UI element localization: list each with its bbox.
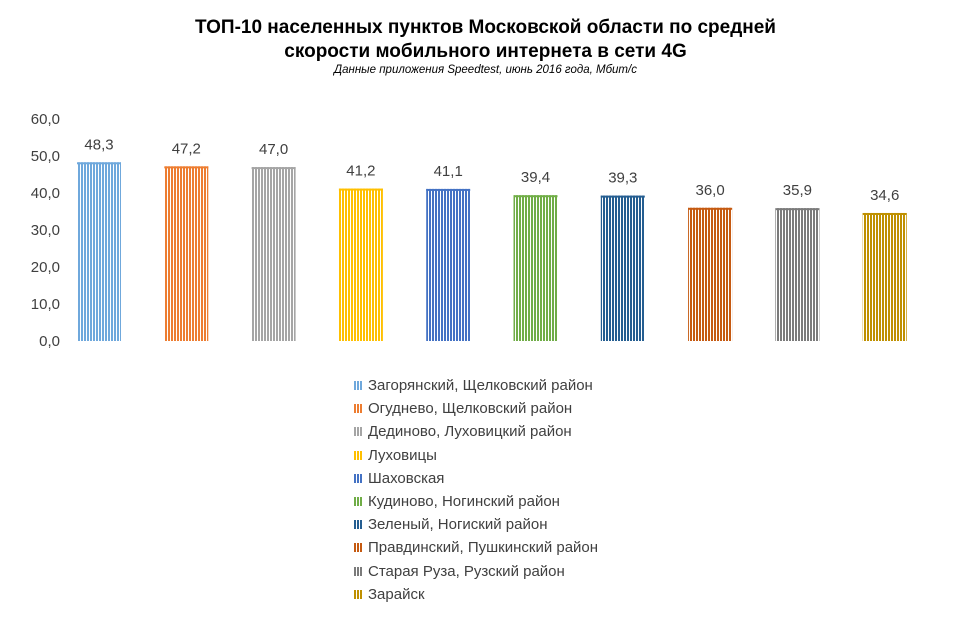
data-label: 39,4 — [521, 169, 550, 186]
legend-item: Луховицы — [354, 444, 598, 467]
bar — [513, 195, 558, 341]
y-tick-label: 60,0 — [31, 111, 60, 128]
bar — [338, 188, 383, 341]
legend-label: Зеленый, Ногиский район — [368, 516, 548, 534]
legend-swatch — [354, 404, 363, 414]
bar-top-edge — [164, 166, 209, 169]
legend-label: Правдинский, Пушкинский район — [368, 539, 599, 557]
legend-swatch — [354, 589, 363, 599]
data-label: 36,0 — [695, 182, 724, 199]
bar-top-edge — [775, 208, 820, 211]
legend-item: Огуднево, Щелковский район — [354, 397, 598, 420]
data-label: 41,2 — [346, 163, 375, 180]
legend-label: Кудиново, Ногинский район — [368, 493, 560, 511]
bar — [251, 167, 296, 341]
legend-label: Загорянский, Щелковский район — [368, 377, 593, 395]
chart-subtitle: Данные приложения Speedtest, июнь 2016 г… — [334, 64, 637, 76]
bar-top-edge — [426, 188, 471, 191]
legend-swatch — [354, 473, 363, 483]
y-tick-label: 50,0 — [31, 148, 60, 165]
bar — [775, 208, 820, 341]
legend-label: Огуднево, Щелковский район — [368, 400, 573, 418]
y-tick-label: 20,0 — [31, 259, 60, 276]
legend-item: Старая Руза, Рузский район — [354, 560, 598, 583]
legend-swatch — [354, 566, 363, 576]
legend-swatch — [354, 497, 363, 507]
bar-top-edge — [77, 162, 121, 165]
legend-item: Загорянский, Щелковский район — [354, 374, 598, 397]
y-tick-label: 0,0 — [39, 333, 60, 350]
chart-title: ТОП-10 населенных пунктов Московской обл… — [195, 17, 776, 38]
legend-item: Кудиново, Ногинский район — [354, 490, 598, 513]
bar — [426, 188, 471, 341]
bar-top-edge — [688, 207, 733, 210]
legend-swatch — [354, 520, 363, 530]
legend-swatch — [354, 450, 363, 460]
legend: Загорянский, Щелковский район Огуднево, Щ… — [354, 374, 598, 606]
data-label: 39,3 — [608, 170, 637, 187]
legend-item: Зарайск — [354, 583, 598, 606]
chart-title-line2: скорости мобильного интернета в сети 4G — [284, 41, 687, 62]
data-label: 34,6 — [870, 187, 899, 204]
bar — [77, 162, 121, 341]
legend-label: Дединово, Луховицкий район — [368, 423, 572, 441]
legend-swatch — [354, 381, 363, 391]
data-label: 48,3 — [84, 136, 113, 153]
bar-top-edge — [513, 195, 558, 198]
bar-top-edge — [338, 188, 383, 191]
data-label: 41,1 — [434, 163, 463, 180]
legend-label: Старая Руза, Рузский район — [368, 562, 565, 580]
legend-label: Луховицы — [368, 446, 437, 464]
bar-top-edge — [862, 212, 907, 215]
bar — [688, 207, 733, 341]
y-tick-label: 10,0 — [31, 296, 60, 313]
bar — [164, 166, 209, 341]
legend-label: Зарайск — [368, 585, 425, 603]
legend-item: Шаховская — [354, 467, 598, 490]
bar-top-edge — [600, 195, 645, 198]
data-label: 35,9 — [783, 182, 812, 199]
y-tick-label: 40,0 — [31, 185, 60, 202]
legend-item: Правдинский, Пушкинский район — [354, 536, 598, 559]
y-tick-label: 30,0 — [31, 222, 60, 239]
legend-swatch — [354, 427, 363, 437]
legend-label: Шаховская — [368, 469, 445, 487]
data-label: 47,2 — [172, 140, 201, 157]
data-label: 47,0 — [259, 141, 288, 158]
legend-item: Дединово, Луховицкий район — [354, 420, 598, 443]
legend-swatch — [354, 543, 363, 553]
bar — [862, 212, 907, 341]
bar — [600, 195, 645, 341]
bar-top-edge — [251, 167, 296, 170]
legend-item: Зеленый, Ногиский район — [354, 513, 598, 536]
